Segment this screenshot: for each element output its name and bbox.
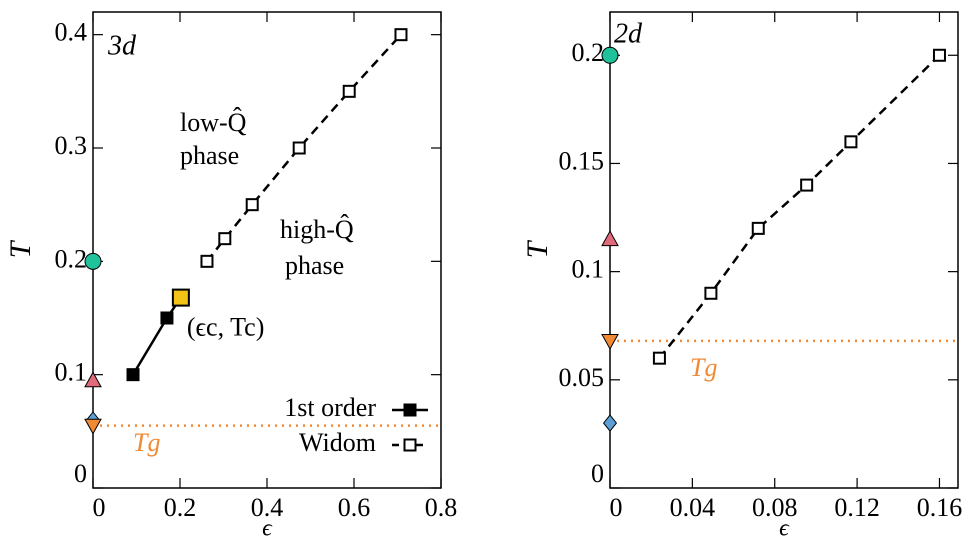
critical-point bbox=[171, 288, 190, 307]
point bbox=[751, 221, 765, 235]
annotation: low-Q̂ bbox=[180, 108, 247, 137]
x-tick-label: 0.04 bbox=[670, 493, 716, 522]
x-tick-label: 0.8 bbox=[425, 493, 458, 522]
series-line bbox=[131, 296, 182, 376]
y-axis-label: T bbox=[521, 239, 554, 258]
panel-label: 2d bbox=[614, 18, 643, 49]
x-tick-label: 0.2 bbox=[164, 493, 197, 522]
y-tick-label: 0 bbox=[74, 459, 87, 488]
axis-marker bbox=[601, 230, 619, 247]
y-tick-label: 0 bbox=[591, 459, 604, 488]
y-tick-label: 0.1 bbox=[572, 255, 605, 284]
legend-marker bbox=[403, 438, 417, 452]
point bbox=[800, 178, 814, 192]
point bbox=[245, 198, 259, 212]
x-tick-label: 0.6 bbox=[338, 493, 371, 522]
x-tick-label: 0 bbox=[610, 493, 623, 522]
legend-label: Widom bbox=[299, 428, 376, 457]
y-tick-label: 0.2 bbox=[55, 244, 88, 273]
y-tick-label: 0.4 bbox=[55, 18, 88, 47]
x-tick-label: 0.08 bbox=[752, 493, 798, 522]
annotation: high-Q̂ bbox=[280, 215, 354, 244]
x-tick-label: 0.16 bbox=[917, 493, 963, 522]
x-tick-label: 0.12 bbox=[834, 493, 880, 522]
panel-label: 3d bbox=[107, 30, 137, 61]
y-tick-label: 0.1 bbox=[55, 358, 88, 387]
axis-marker bbox=[84, 371, 102, 388]
point bbox=[652, 351, 666, 365]
y-tick-label: 0.15 bbox=[559, 146, 605, 175]
axis-marker bbox=[601, 333, 619, 350]
axis-marker bbox=[601, 46, 619, 64]
y-tick-label: 0.3 bbox=[55, 131, 88, 160]
point bbox=[160, 311, 174, 325]
point bbox=[218, 232, 232, 246]
point bbox=[394, 28, 408, 42]
plot-frame bbox=[609, 11, 959, 489]
y-axis-label: T bbox=[4, 239, 37, 258]
point bbox=[844, 135, 858, 149]
critical-point-label: (ϵc, Tc) bbox=[187, 313, 265, 342]
annotation: phase bbox=[285, 251, 344, 280]
point bbox=[126, 368, 140, 382]
plot-frame bbox=[92, 11, 442, 489]
y-tick-label: 0.05 bbox=[559, 363, 605, 392]
y-tick-label: 0.2 bbox=[572, 38, 605, 67]
axis-marker bbox=[84, 418, 102, 435]
x-tick-label: 0 bbox=[93, 493, 106, 522]
x-axis-label: ϵ bbox=[262, 516, 273, 539]
point bbox=[292, 141, 306, 155]
point bbox=[200, 254, 214, 268]
legend-label: 1st order bbox=[284, 393, 376, 422]
x-tick-label: 0.4 bbox=[251, 493, 284, 522]
legend-marker bbox=[403, 403, 417, 417]
point bbox=[342, 84, 356, 98]
tg-label: Tg bbox=[133, 428, 160, 457]
axis-marker bbox=[602, 414, 618, 432]
x-axis-label: ϵ bbox=[779, 516, 790, 539]
series-line bbox=[205, 33, 402, 263]
point bbox=[932, 48, 946, 62]
point bbox=[704, 286, 718, 300]
annotation: phase bbox=[180, 141, 239, 170]
tg-label: Tg bbox=[690, 353, 717, 382]
series-line bbox=[658, 54, 941, 359]
axis-marker bbox=[84, 252, 102, 270]
